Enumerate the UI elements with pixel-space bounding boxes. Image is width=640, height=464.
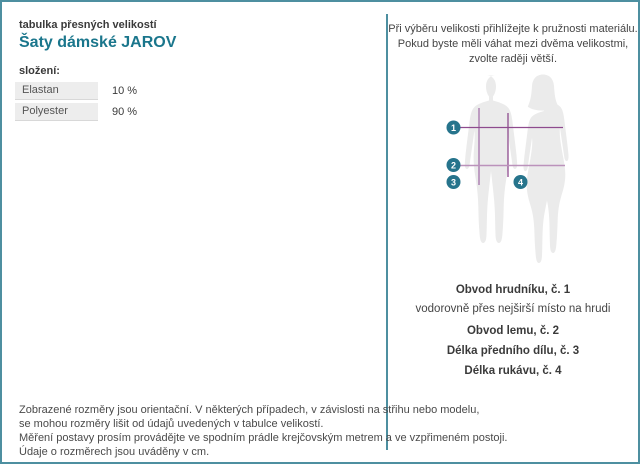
marker-1-number: 1 [451, 123, 456, 133]
male-silhouette [464, 75, 518, 243]
disclaimer-text: Zobrazené rozměry jsou orientační. V něk… [19, 403, 507, 459]
table-row: Elastan 10 % [15, 82, 235, 100]
material-name: Polyester [15, 103, 98, 121]
disclaimer-line: se mohou rozměry lišit od údajů uvedenýc… [19, 418, 324, 430]
table-subtitle: tabulka přesných velikostí [19, 19, 157, 31]
composition-label: složení: [19, 65, 60, 77]
advice-line: Při výběru velikosti přihlížejte k pružn… [388, 23, 638, 35]
disclaimer-line: Zobrazené rozměry jsou orientační. V něk… [19, 404, 480, 416]
marker-2-number: 2 [451, 160, 456, 170]
size-advice-text: Při výběru velikosti přihlížejte k pružn… [388, 22, 638, 67]
advice-line: zvolte raději větší. [468, 53, 558, 65]
measurement-label-chest-note: vodorovně přes nejširší místo na hrudi [415, 303, 611, 315]
table-row: Polyester 90 % [15, 103, 235, 121]
disclaimer-line: Měření postavy prosím provádějte ve spod… [19, 432, 508, 444]
female-silhouette [523, 80, 569, 263]
marker-3-number: 3 [451, 177, 456, 187]
composition-table: Elastan 10 % Polyester 90 % [15, 82, 235, 124]
material-name: Elastan [15, 82, 98, 100]
disclaimer-line: Údaje o rozměrech jsou uváděny v cm. [19, 446, 210, 458]
product-title: Šaty dámské JAROV [19, 34, 177, 51]
vertical-divider [386, 14, 388, 450]
body-silhouettes [464, 74, 569, 263]
advice-line: Pokud byste měli váhat mezi dvěma veliko… [397, 38, 629, 50]
measurement-labels: Obvod hrudníku, č. 1 vodorovně přes nejš… [388, 283, 638, 383]
female-hair [527, 74, 559, 111]
marker-4-number: 4 [518, 177, 523, 187]
marker-2-circle [446, 158, 461, 172]
material-percentage: 10 % [112, 85, 138, 97]
measurement-label-hem: Obvod lemu, č. 2 [466, 325, 560, 337]
material-percentage: 90 % [112, 106, 138, 118]
marker-3-circle [446, 175, 461, 189]
marker-1-circle [446, 120, 461, 135]
marker-4-circle [513, 175, 528, 189]
measurement-diagram: 1 2 3 4 [440, 70, 590, 270]
measurement-label-front-length: Délka předního dílu, č. 3 [446, 345, 580, 357]
measurement-label-sleeve: Délka rukávu, č. 4 [464, 365, 562, 377]
measurement-label-chest: Obvod hrudníku, č. 1 [455, 284, 571, 296]
